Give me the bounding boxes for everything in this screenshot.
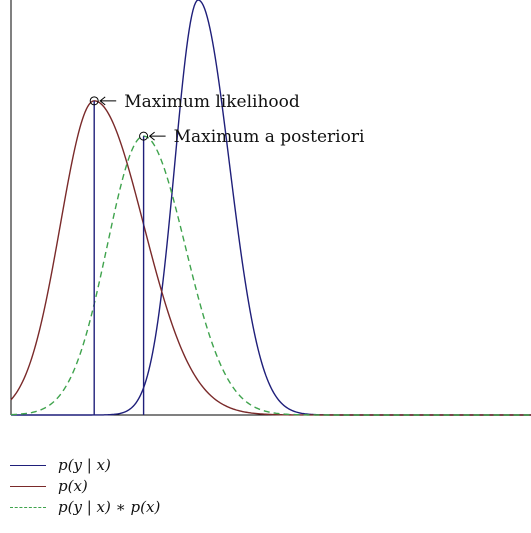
series-line-likelihood (11, 0, 531, 416)
plot-frame (10, 0, 531, 416)
series-line-posterior (10, 135, 531, 416)
legend-swatch-likelihood (10, 465, 46, 466)
legend-label-likelihood: p(y | x) (58, 456, 111, 474)
marker-group: Maximum likelihood Maximum a posteriori (89, 92, 365, 415)
legend-swatch-prior (10, 486, 46, 487)
legend-item-prior: p(x) (10, 476, 160, 497)
maximum-a-posteriori-arrow (148, 131, 166, 141)
legend-label-prior: p(x) (58, 477, 88, 495)
maximum-a-posteriori-marker (139, 131, 149, 141)
legend: p(y | x) p(x) p(y | x) ∗ p(x) (10, 455, 160, 518)
maximum-likelihood-label: Maximum likelihood (124, 92, 300, 112)
series-group (10, 0, 531, 416)
maximum-likelihood-marker (89, 96, 99, 106)
maximum-a-posteriori-label: Maximum a posteriori (174, 127, 365, 147)
legend-swatch-posterior (10, 507, 46, 508)
chart: Maximum likelihood Maximum a posteriori (10, 0, 531, 416)
maximum-likelihood-arrow (99, 96, 117, 106)
legend-item-likelihood: p(y | x) (10, 455, 160, 476)
legend-item-posterior: p(y | x) ∗ p(x) (10, 497, 160, 518)
legend-label-posterior: p(y | x) ∗ p(x) (58, 498, 161, 516)
series-line-prior (10, 100, 531, 416)
